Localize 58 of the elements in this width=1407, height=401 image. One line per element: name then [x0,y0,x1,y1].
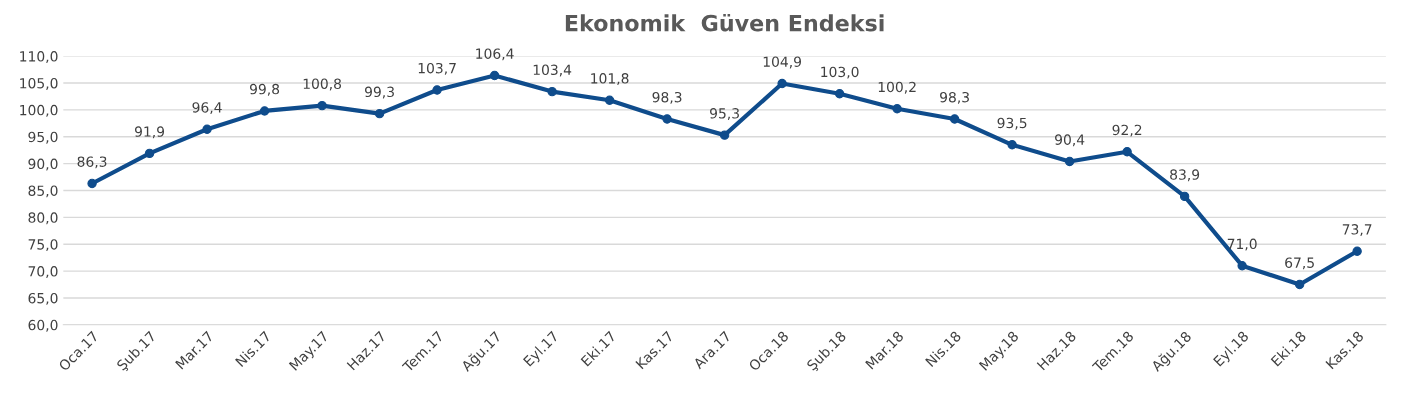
point [1122,147,1132,157]
data-label: 99,8 [249,83,280,96]
data-label: 96,4 [192,102,222,115]
point [144,148,155,159]
point [604,95,615,105]
data-label: 103,4 [533,64,572,77]
y-tick-label: 80,0 [28,212,58,225]
point [317,100,327,111]
data-label: 91,9 [134,126,165,139]
data-label: 92,2 [1112,124,1142,137]
point [202,124,212,134]
point [489,70,500,81]
data-label: 98,3 [652,91,682,104]
point [432,85,442,95]
y-tick-label: 70,0 [28,266,58,278]
point [1237,261,1247,271]
y-tick-label: 65,0 [28,292,58,305]
data-label: 90,4 [1055,134,1085,147]
data-label: 95,3 [710,108,739,120]
data-label: 100,8 [303,78,342,91]
point [1064,156,1075,167]
data-label: 93,5 [997,117,1027,130]
data-label: 104,9 [763,56,802,69]
y-tick-label: 110,0 [20,51,58,64]
data-label: 99,3 [365,86,394,99]
point [374,108,385,119]
point [1179,191,1190,202]
data-label: 101,8 [591,73,629,86]
data-label: 103,0 [821,66,859,79]
point [1007,140,1017,150]
y-tick-label: 60,0 [28,319,58,332]
y-tick-label: 90,0 [28,158,58,171]
point [1352,246,1362,256]
point [87,178,97,189]
point [719,130,730,140]
point [892,104,902,114]
y-tick-label: 95,0 [28,131,58,144]
data-label: 86,3 [77,156,107,169]
point [949,114,960,124]
y-tick-label: 105,0 [20,77,58,90]
point [777,78,787,89]
data-label: 67,5 [1285,257,1314,270]
data-label: 71,0 [1227,238,1257,251]
data-label: 103,7 [418,62,456,75]
data-label: 73,7 [1342,224,1372,237]
data-label: 100,2 [878,81,916,94]
chart-title: Ekonomik Güven Endeksi [565,13,884,32]
data-label: 98,3 [940,91,969,104]
point [1294,279,1305,290]
point [662,114,672,124]
y-tick-label: 85,0 [28,185,58,198]
point [259,106,270,116]
y-tick-label: 100,0 [20,104,58,117]
data-label: 83,9 [1170,169,1200,182]
y-tick-label: 75,0 [28,239,58,252]
point [547,86,557,97]
point [834,89,845,99]
data-label: 106,4 [476,48,514,61]
